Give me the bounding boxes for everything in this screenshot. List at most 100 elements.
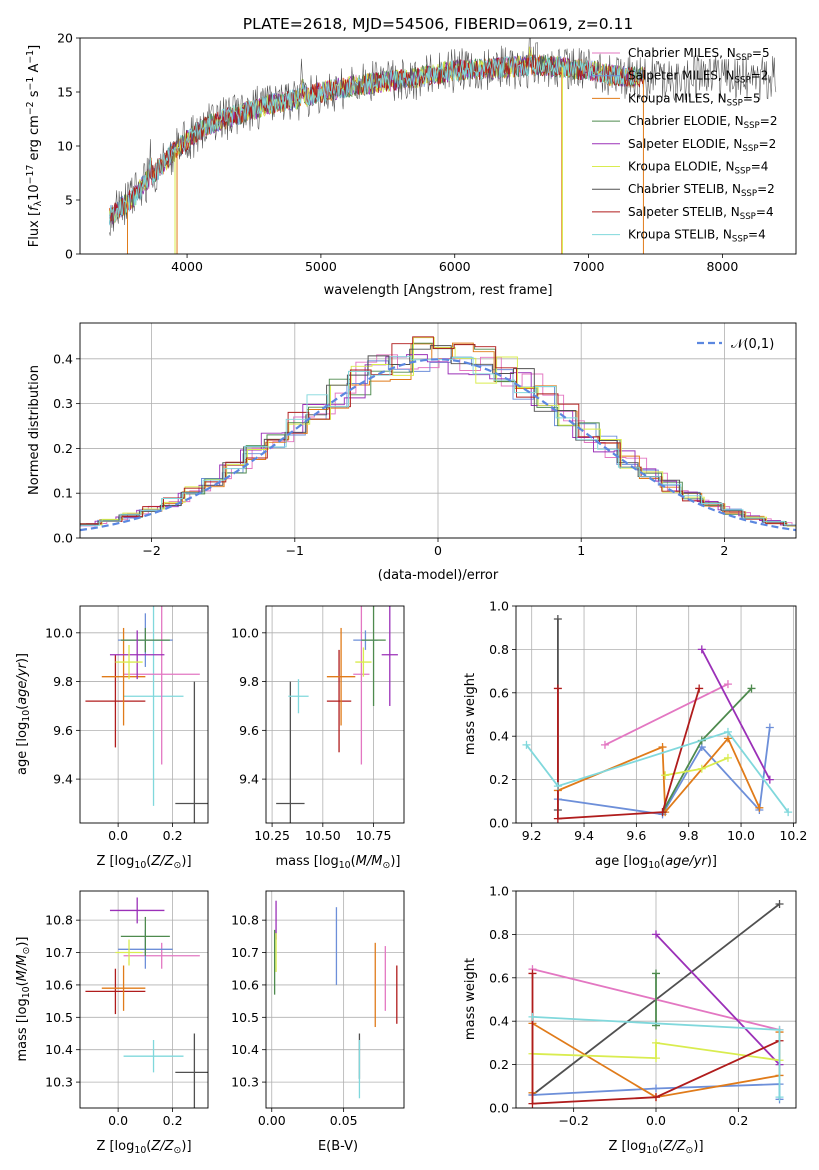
weight-marker xyxy=(775,1093,784,1102)
y-tick-label: 0.1 xyxy=(53,486,73,501)
legend-entry: 𝒩(0,1) xyxy=(731,337,774,352)
spectrum-line xyxy=(109,38,777,236)
x-tick-label: 0.0 xyxy=(108,1113,128,1128)
weight-line xyxy=(655,933,781,1066)
x-tick-label: 10.0 xyxy=(727,828,755,843)
weight-line xyxy=(604,683,729,746)
plot-area xyxy=(80,336,796,532)
x-tick-label: −1 xyxy=(286,543,304,558)
weight-marker xyxy=(784,808,793,817)
y-tick-label: 0 xyxy=(65,247,73,262)
legend-entry: Salpeter ELODIE, NSSP=2 xyxy=(628,137,776,154)
axes-frame xyxy=(515,605,797,824)
plot-area xyxy=(273,900,398,1099)
x-tick-label: 0.05 xyxy=(330,1113,358,1128)
plot-area xyxy=(528,900,784,1108)
weight-marker xyxy=(553,814,562,823)
y-tick-label: 10.6 xyxy=(45,977,73,992)
weight-marker xyxy=(723,680,732,689)
weight-marker xyxy=(553,782,562,791)
axes-frame xyxy=(265,605,405,824)
legend-entry: Salpeter MILES, NSSP=2 xyxy=(628,69,768,86)
weight-marker xyxy=(765,775,774,784)
weight-marker xyxy=(652,969,660,978)
weight-line xyxy=(525,730,789,813)
y-tick-label: 9.8 xyxy=(53,674,73,689)
y-tick-label: 10.8 xyxy=(45,913,73,928)
weight-line xyxy=(557,688,701,820)
weight-marker xyxy=(522,740,531,749)
x-tick-label: 0.2 xyxy=(163,828,183,843)
weight-marker xyxy=(775,900,784,909)
weight-marker xyxy=(652,1054,660,1063)
weight-marker xyxy=(775,1025,784,1034)
y-tick-label: 0.8 xyxy=(489,642,509,657)
x-tick-label: 4000 xyxy=(171,259,203,274)
legend-entry: Kroupa ELODIE, NSSP=4 xyxy=(628,160,768,177)
mass-vs-metallicity-panel: 0.0 0.2 10.3 10.4 10.5 10.6 10.7 10.8 xyxy=(45,890,209,1128)
histogram-series xyxy=(80,345,796,527)
y-tick-label: 20 xyxy=(57,31,73,46)
weight-marker xyxy=(652,1084,660,1093)
y-tick-label: 10 xyxy=(57,139,73,154)
weight-line xyxy=(661,687,753,813)
legend-entry: Chabrier ELODIE, NSSP=2 xyxy=(628,114,777,131)
x-tick-label: 0.00 xyxy=(258,1113,286,1128)
x-tick-label: 8000 xyxy=(706,259,738,274)
y-tick-label: 10.0 xyxy=(231,625,259,640)
axes-frame xyxy=(79,605,209,824)
x-tick-label: 10.50 xyxy=(305,828,341,843)
y-axis-label: mass weight xyxy=(463,958,478,1040)
x-tick-label: 10.25 xyxy=(254,828,290,843)
weight-marker xyxy=(652,1038,660,1047)
y-tick-label: 0.4 xyxy=(53,351,73,366)
x-tick-label: 10.75 xyxy=(356,828,392,843)
histogram-series xyxy=(81,337,796,527)
y-tick-label: 0.4 xyxy=(489,729,509,744)
weight-marker xyxy=(697,764,706,773)
plot-area xyxy=(522,615,793,823)
y-tick-label: 0.2 xyxy=(489,1057,509,1072)
axes-frame xyxy=(79,37,797,255)
legend-entry: Chabrier STELIB, NSSP=2 xyxy=(628,182,775,199)
weight-marker xyxy=(658,743,667,752)
y-tick-label: 9.8 xyxy=(239,674,259,689)
y-tick-label: 1.0 xyxy=(489,599,509,614)
y-tick-label: 10.4 xyxy=(45,1042,73,1057)
y-tick-label: 10.7 xyxy=(231,945,259,960)
weight-line xyxy=(531,973,780,1105)
weight-vs-metallicity-panel: −0.2 0.0 0.2 0.0 0.2 0.4 0.6 0.8 1.0 xyxy=(489,884,797,1128)
weight-marker xyxy=(553,615,562,624)
weight-marker xyxy=(747,684,756,693)
weight-marker xyxy=(765,723,774,732)
axes-frame xyxy=(265,890,405,1109)
weight-marker xyxy=(755,803,764,812)
mass-vs-extinction-panel: 0.00 0.05 10.3 10.4 10.5 10.6 10.7 10.8 xyxy=(231,890,405,1128)
y-tick-label: 0.3 xyxy=(53,396,73,411)
legend-entry: Kroupa MILES, NSSP=5 xyxy=(628,91,761,108)
x-tick-label: 9.4 xyxy=(574,828,594,843)
y-tick-label: 10.4 xyxy=(231,1042,259,1057)
y-tick-label: 10.7 xyxy=(45,945,73,960)
age-vs-metallicity-panel: 0.0 0.2 9.4 9.6 9.8 10.0 xyxy=(45,605,209,843)
y-tick-label: 10.3 xyxy=(45,1075,73,1090)
x-tick-label: 10.2 xyxy=(779,828,807,843)
plot-area xyxy=(276,606,398,823)
residual-panel: −2 −1 0 1 2 0.0 0.1 0.2 0.3 0.4 xyxy=(53,322,797,558)
y-tick-label: 0.0 xyxy=(489,816,509,831)
weight-marker xyxy=(723,727,732,736)
y-tick-label: 10.5 xyxy=(231,1010,259,1025)
chart-title: PLATE=2618, MJD=54506, FIBERID=0619, z=0… xyxy=(243,15,633,33)
age-vs-mass-panel: 10.25 10.50 10.75 9.4 9.6 9.8 10.0 xyxy=(231,605,405,843)
y-tick-label: 9.4 xyxy=(239,772,259,787)
y-tick-label: 0.8 xyxy=(489,927,509,942)
x-axis-label: E(B-V) xyxy=(318,1139,358,1154)
axes-frame xyxy=(79,322,797,539)
y-axis-label: Flux [fλ10−17 erg cm−2 s−1 A−1] xyxy=(25,45,44,247)
x-tick-label: 0.2 xyxy=(728,1113,748,1128)
x-tick-label: 0.2 xyxy=(163,1113,183,1128)
y-tick-label: 0.4 xyxy=(489,1014,509,1029)
x-axis-label: Z [log10(Z/Z⊙)] xyxy=(96,1139,191,1156)
x-tick-label: 2 xyxy=(720,543,728,558)
